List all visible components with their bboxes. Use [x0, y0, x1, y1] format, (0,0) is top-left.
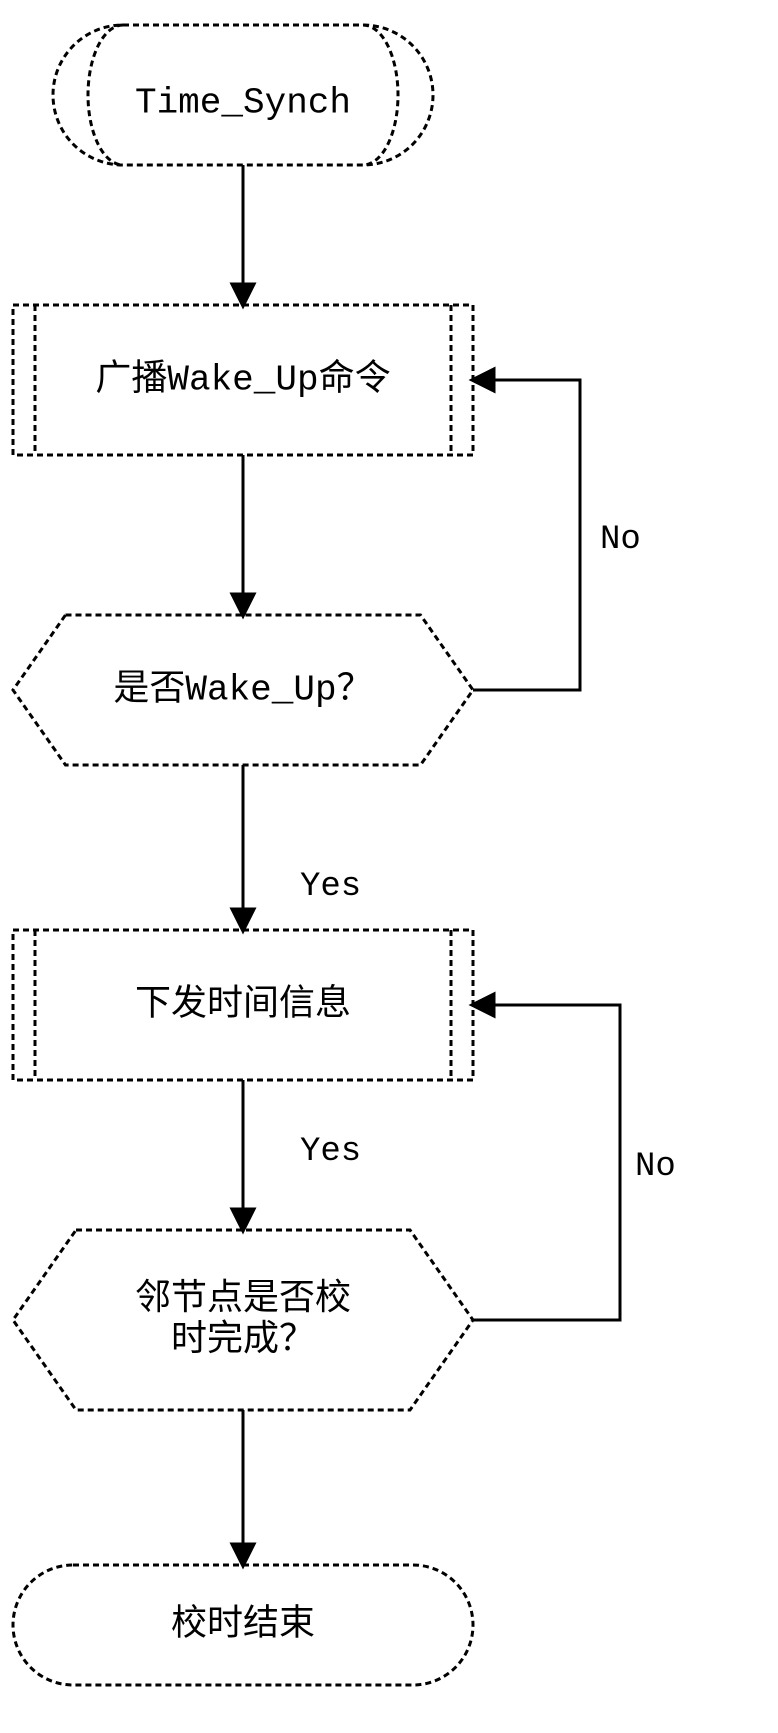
svg-text:是否Wake_Up？: 是否Wake_Up？ — [113, 670, 372, 711]
svg-text:Yes: Yes — [300, 868, 361, 906]
svg-text:Yes: Yes — [300, 1133, 361, 1171]
svg-text:广播Wake_Up命令: 广播Wake_Up命令 — [95, 358, 390, 401]
svg-text:校时结束: 校时结束 — [171, 1603, 315, 1646]
svg-text:邻节点是否校: 邻节点是否校 — [135, 1277, 351, 1320]
svg-text:Time_Synch: Time_Synch — [135, 83, 351, 124]
svg-text:时完成？: 时完成？ — [171, 1318, 315, 1361]
svg-text:下发时间信息: 下发时间信息 — [135, 983, 351, 1026]
svg-text:No: No — [635, 1148, 676, 1186]
svg-text:No: No — [600, 521, 641, 559]
